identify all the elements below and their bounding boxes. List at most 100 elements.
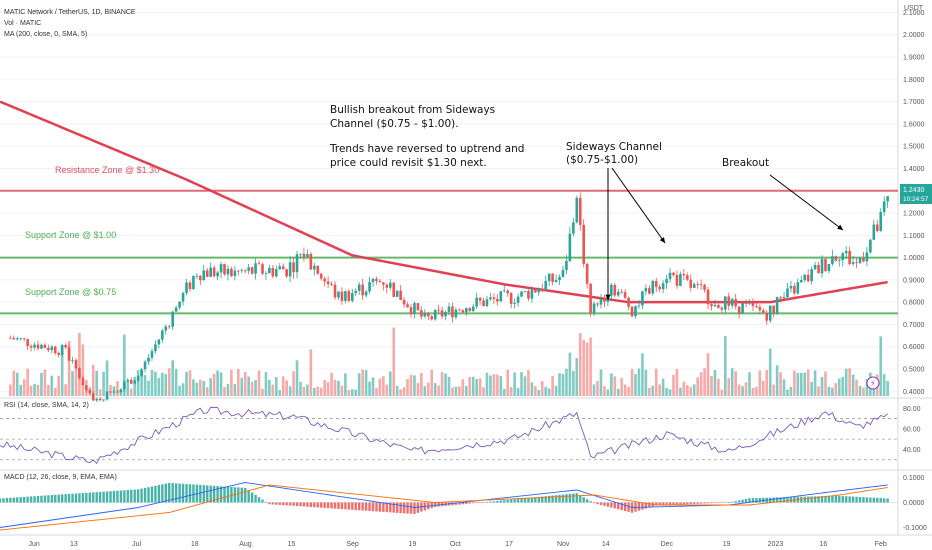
macd-histogram-bar bbox=[458, 502, 461, 505]
volume-bar bbox=[71, 371, 74, 396]
candle-body bbox=[243, 270, 247, 272]
volume-bar bbox=[230, 369, 233, 396]
x-tick-label: Jul bbox=[132, 541, 141, 548]
candle-body bbox=[219, 264, 223, 273]
volume-bar bbox=[354, 389, 358, 396]
candle-body bbox=[333, 284, 337, 298]
macd-histogram-bar bbox=[154, 485, 157, 503]
macd-histogram-bar bbox=[78, 493, 81, 503]
candle-body bbox=[171, 311, 174, 327]
macd-histogram-bar bbox=[824, 496, 827, 503]
macd-histogram-bar bbox=[140, 488, 143, 503]
macd-histogram-bar bbox=[202, 485, 205, 503]
macd-histogram-bar bbox=[309, 502, 313, 508]
y-tick-label: 0.6000 bbox=[903, 344, 925, 351]
macd-histogram-bar bbox=[516, 498, 520, 503]
candle-body bbox=[848, 250, 851, 264]
macd-histogram-bar bbox=[699, 502, 703, 504]
candle-body bbox=[271, 267, 275, 277]
y-tick-label: 2.0000 bbox=[903, 32, 925, 39]
macd-histogram-bar bbox=[789, 497, 793, 503]
candle-body bbox=[471, 306, 475, 312]
volume-bar bbox=[371, 377, 375, 396]
y-tick-label: 0.7000 bbox=[903, 322, 925, 329]
macd-histogram-bar bbox=[136, 489, 140, 503]
candle-body bbox=[185, 282, 188, 293]
macd-histogram-bar bbox=[257, 497, 261, 503]
volume-bar bbox=[209, 378, 212, 396]
rsi-tick-label: 80.00 bbox=[903, 406, 921, 413]
macd-histogram-bar bbox=[109, 491, 112, 503]
volume-bar bbox=[233, 383, 237, 396]
candle-body bbox=[53, 346, 57, 354]
candle-body bbox=[378, 281, 382, 283]
candle-body bbox=[112, 391, 116, 393]
volume-bar bbox=[309, 349, 313, 396]
candle-body bbox=[865, 252, 869, 262]
rsi-tick-label: 40.00 bbox=[903, 447, 921, 454]
candle-body bbox=[692, 284, 696, 288]
candle-body bbox=[468, 308, 472, 312]
candle-body bbox=[423, 313, 427, 317]
candle-body bbox=[547, 273, 551, 281]
candle-body bbox=[765, 312, 769, 321]
volume-bar bbox=[789, 386, 793, 396]
macd-histogram-bar bbox=[171, 483, 174, 503]
volume-bar bbox=[565, 368, 568, 396]
macd-histogram-bar bbox=[416, 502, 420, 513]
candle-body bbox=[223, 264, 226, 275]
candle-body bbox=[275, 269, 278, 277]
candle-body bbox=[375, 278, 378, 282]
volume-bar bbox=[326, 382, 330, 396]
macd-histogram-bar bbox=[282, 502, 285, 506]
volume-bar bbox=[15, 372, 19, 396]
volume-bar bbox=[254, 380, 257, 396]
candle-body bbox=[527, 290, 530, 299]
volume-bar bbox=[786, 389, 789, 396]
candle-body bbox=[150, 351, 154, 358]
volume-bar bbox=[679, 387, 682, 396]
candle-body bbox=[181, 292, 185, 302]
candle-body bbox=[554, 280, 558, 282]
volume-bar bbox=[192, 379, 195, 396]
arrow-head bbox=[659, 237, 665, 243]
macd-histogram-bar bbox=[585, 499, 589, 503]
candle-body bbox=[537, 288, 541, 293]
lightning-icon[interactable] bbox=[866, 376, 880, 390]
macd-histogram-bar bbox=[105, 491, 109, 503]
macd-histogram-bar bbox=[779, 497, 782, 503]
volume-bar bbox=[641, 353, 644, 396]
macd-histogram-bar bbox=[178, 483, 181, 503]
macd-histogram-bar bbox=[741, 499, 744, 503]
rsi-tick-label: 60.00 bbox=[903, 426, 921, 433]
candle-body bbox=[613, 284, 617, 296]
volume-bar bbox=[551, 375, 554, 396]
candle-body bbox=[824, 259, 827, 271]
candle-body bbox=[302, 253, 306, 258]
candle-body bbox=[81, 378, 85, 386]
macd-histogram-bar bbox=[782, 497, 786, 503]
candle-body bbox=[129, 379, 133, 384]
volume-bar bbox=[841, 377, 845, 396]
candle-body bbox=[886, 196, 889, 202]
candle-body bbox=[623, 292, 627, 298]
macd-histogram-bar bbox=[803, 496, 806, 503]
macd-histogram-bar bbox=[810, 496, 813, 503]
candle-body bbox=[102, 399, 105, 401]
candle-body bbox=[672, 272, 675, 276]
ma-legend: MA (200, close, 0, SMA, 5) bbox=[4, 31, 87, 38]
candle-body bbox=[233, 270, 237, 276]
y-tick-label: 0.9000 bbox=[903, 277, 925, 284]
volume-bar bbox=[36, 384, 40, 396]
rsi-line bbox=[0, 406, 888, 465]
candle-body bbox=[388, 282, 392, 288]
candle-body bbox=[323, 278, 326, 282]
volume-bar bbox=[98, 389, 102, 396]
candle-body bbox=[820, 259, 824, 274]
macd-histogram-bar bbox=[579, 495, 582, 503]
macd-histogram-bar bbox=[461, 502, 465, 505]
volume-bar bbox=[844, 368, 848, 396]
macd-histogram-bar bbox=[858, 496, 862, 503]
